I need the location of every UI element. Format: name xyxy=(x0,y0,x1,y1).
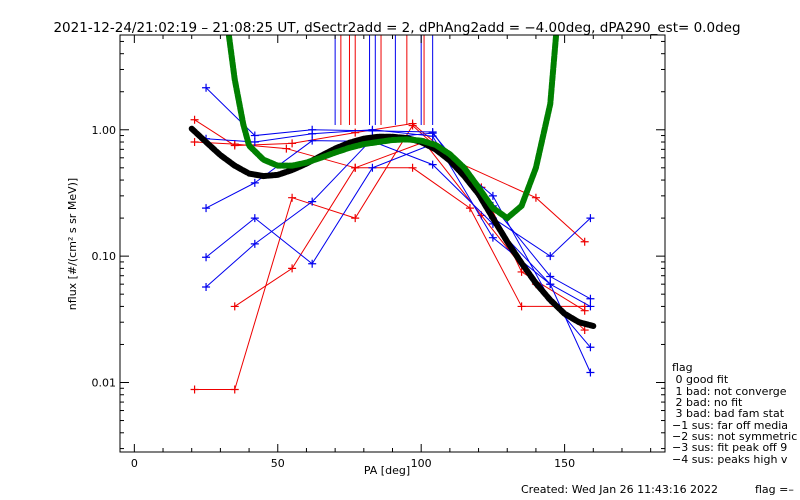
y-tick-label: 1.00 xyxy=(92,124,117,137)
data-point xyxy=(586,214,595,223)
data-point xyxy=(465,204,474,213)
data-point xyxy=(586,343,595,352)
data-point xyxy=(428,160,437,169)
data-point xyxy=(586,294,595,303)
data-point xyxy=(488,233,497,242)
data-point xyxy=(586,368,595,377)
legend-entry: −1 sus: far off media xyxy=(672,419,788,432)
legend-entry: 2 bad: no fit xyxy=(672,396,743,409)
data-point xyxy=(531,193,540,202)
data-point xyxy=(250,138,259,147)
data-point xyxy=(408,163,417,172)
data-point xyxy=(190,385,199,394)
data-point xyxy=(517,302,526,311)
fit-curve xyxy=(226,35,559,222)
chart-title: 2021-12-24/21:02:19 – 21:08:25 UT, dSect… xyxy=(53,20,740,36)
legend-entry: −4 sus: peaks high v xyxy=(672,453,788,466)
data-point xyxy=(190,115,199,124)
data-point xyxy=(351,214,360,223)
data-point xyxy=(308,129,317,138)
y-axis-label: nflux [#/(cm² s sr MeV)] xyxy=(66,178,79,310)
legend-entry: 3 bad: bad fam stat xyxy=(672,407,785,420)
data-point xyxy=(580,326,589,335)
data-point xyxy=(428,129,437,138)
series-line xyxy=(206,129,591,307)
y-tick-label: 0.01 xyxy=(92,377,117,390)
data-point xyxy=(580,306,589,315)
data-point xyxy=(202,83,211,92)
data-point xyxy=(282,144,291,153)
x-axis-label: PA [deg] xyxy=(364,464,410,477)
data-point xyxy=(586,302,595,311)
x-tick-label: 150 xyxy=(554,457,575,470)
data-point xyxy=(288,139,297,148)
legend-entry: −2 sus: not symmetric xyxy=(672,430,797,443)
series-line xyxy=(205,143,591,348)
data-point xyxy=(546,280,555,289)
legend: flag 0 good fit 1 bad: not converge 2 ba… xyxy=(672,361,797,466)
y-tick-label: 0.10 xyxy=(92,250,117,263)
data-point xyxy=(230,140,239,149)
x-tick-label: 0 xyxy=(131,457,138,470)
data-point xyxy=(230,385,239,394)
data-point xyxy=(250,178,259,187)
data-point xyxy=(308,197,317,206)
data-point xyxy=(351,163,360,172)
data-point xyxy=(580,237,589,246)
data-point xyxy=(488,191,497,200)
data-point xyxy=(546,252,555,261)
series-line xyxy=(194,141,585,307)
data-point xyxy=(368,125,377,134)
legend-entry: 1 bad: not converge xyxy=(672,385,787,398)
data-point xyxy=(190,138,199,147)
data-point xyxy=(250,214,259,223)
data-point xyxy=(230,302,239,311)
x-tick-label: 50 xyxy=(271,457,285,470)
data-point xyxy=(202,253,211,262)
data-point xyxy=(308,136,317,145)
legend-entry: 0 good fit xyxy=(672,373,729,386)
data-point xyxy=(202,204,211,213)
created-timestamp: Created: Wed Jan 26 11:43:16 2022 xyxy=(521,483,718,496)
legend-title: flag xyxy=(672,361,693,374)
data-point xyxy=(308,259,317,268)
axes-layer: 0 50 100 150 0.01 0.10 1.00 xyxy=(92,35,665,470)
data-layer xyxy=(188,35,597,394)
data-point xyxy=(546,272,555,281)
data-point xyxy=(288,193,297,202)
data-point xyxy=(202,282,211,291)
series-line xyxy=(194,124,585,391)
series-line xyxy=(205,87,591,257)
data-point xyxy=(351,128,360,137)
data-point xyxy=(250,239,259,248)
footer-flag: flag =– xyxy=(755,483,794,496)
x-tick-label: 100 xyxy=(411,457,432,470)
legend-entry: −3 sus: fit peak off 9 xyxy=(672,441,787,454)
fit-curve xyxy=(188,125,597,329)
data-point xyxy=(368,163,377,172)
data-point xyxy=(408,121,417,130)
data-point xyxy=(288,264,297,273)
